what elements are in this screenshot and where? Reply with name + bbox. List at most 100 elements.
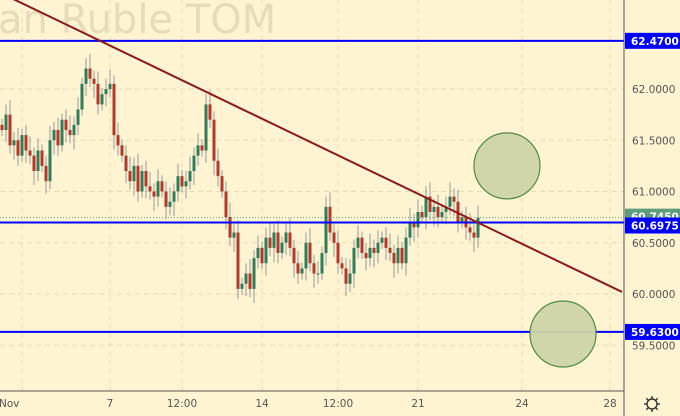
candle-body — [124, 155, 128, 171]
candle-body — [408, 222, 412, 238]
candle-body — [428, 196, 432, 212]
candle-body — [28, 150, 32, 156]
candle-body — [372, 247, 376, 253]
candle-body — [292, 247, 296, 264]
candle-body — [156, 181, 160, 197]
candle-body — [316, 273, 320, 275]
candle-body — [444, 206, 448, 212]
level-price-label: 59.6300 — [631, 327, 679, 339]
candle-body — [12, 140, 16, 146]
target-circle[interactable] — [529, 300, 597, 368]
candle-body — [108, 83, 112, 89]
candle-body — [336, 242, 340, 264]
candle-body — [140, 171, 144, 192]
candle-body — [208, 104, 212, 120]
candle-body — [352, 247, 356, 274]
candle-body — [220, 176, 224, 192]
time-tick-label: 21 — [411, 398, 424, 410]
candle-body — [164, 191, 168, 207]
candle-body — [80, 83, 84, 110]
time-tick-label: 7 — [107, 398, 114, 410]
candle-body — [228, 217, 232, 238]
level-price-label: 60.6975 — [631, 221, 679, 233]
candle-body — [196, 145, 200, 156]
candle-body — [172, 191, 176, 202]
candle-body — [432, 206, 436, 212]
candle-body — [252, 258, 256, 289]
candle-body — [476, 217, 480, 238]
candle-body — [48, 140, 52, 182]
candle-body — [100, 94, 104, 105]
candle-body — [404, 237, 408, 264]
candle-body — [288, 232, 292, 248]
candle-body — [68, 130, 72, 136]
candle-body — [224, 191, 228, 218]
time-tick-label: 12:00 — [323, 398, 353, 410]
candle-body — [132, 165, 136, 182]
candle-body — [300, 268, 304, 274]
candle-body — [160, 181, 164, 192]
candle-body — [236, 232, 240, 289]
price-tick-label: 61.0000 — [632, 187, 675, 199]
candle-body — [8, 114, 12, 146]
price-tick-label: 61.5000 — [632, 135, 675, 147]
candle-body — [392, 253, 396, 264]
time-tick-label: 14 — [255, 398, 269, 410]
candle-body — [136, 165, 140, 192]
candle-body — [348, 273, 352, 284]
candle-body — [284, 232, 288, 243]
time-tick-label: 24 — [515, 398, 529, 410]
candle-body — [280, 242, 284, 253]
candle-body — [180, 176, 184, 187]
candle-body — [64, 119, 68, 130]
level-price-label-bg — [625, 32, 680, 49]
candle-body — [24, 135, 28, 151]
candle-body — [324, 206, 328, 253]
candle-body — [44, 165, 48, 182]
candle-body — [200, 145, 204, 151]
candle-body — [120, 145, 124, 156]
candle-body — [256, 247, 260, 259]
candle-body — [360, 237, 364, 253]
candle-body — [144, 171, 148, 187]
trend-line[interactable] — [0, 0, 623, 293]
candle-body — [244, 273, 248, 284]
level-price-label-bg — [625, 323, 680, 340]
time-tick-label: Nov — [0, 398, 20, 410]
candle-body — [412, 222, 416, 228]
candle-body — [368, 247, 372, 259]
candle-body — [20, 135, 24, 156]
candle-body — [448, 196, 452, 207]
candle-body — [260, 247, 264, 264]
candle-body — [312, 263, 316, 274]
candle-body — [192, 155, 196, 171]
candle-body — [268, 237, 272, 248]
candle-body — [56, 130, 60, 146]
price-tick-label: 60.5000 — [632, 238, 675, 250]
candle-body — [96, 83, 100, 105]
gear-icon[interactable] — [644, 396, 660, 412]
candle-body — [380, 237, 384, 243]
candle-body — [84, 68, 88, 84]
candle-body — [440, 212, 444, 218]
target-circle[interactable] — [473, 132, 541, 200]
candle-body — [168, 201, 172, 207]
candle-body — [396, 247, 400, 264]
candle-body — [400, 247, 404, 264]
candle-body — [188, 171, 192, 182]
candle-body — [388, 247, 392, 253]
candle-body — [272, 232, 276, 248]
candle-body — [0, 124, 4, 130]
time-tick-label: 28 — [603, 398, 616, 410]
candle-body — [4, 114, 8, 130]
candle-body — [128, 171, 132, 182]
candle-body — [460, 217, 464, 223]
candle-body — [416, 212, 420, 228]
candle-body — [364, 253, 368, 259]
candle-body — [72, 124, 76, 136]
candle-body — [232, 232, 236, 238]
price-tick-label: 59.5000 — [632, 340, 675, 352]
level-price-label: 62.4700 — [631, 36, 679, 48]
level-price-label-bg — [625, 217, 680, 234]
